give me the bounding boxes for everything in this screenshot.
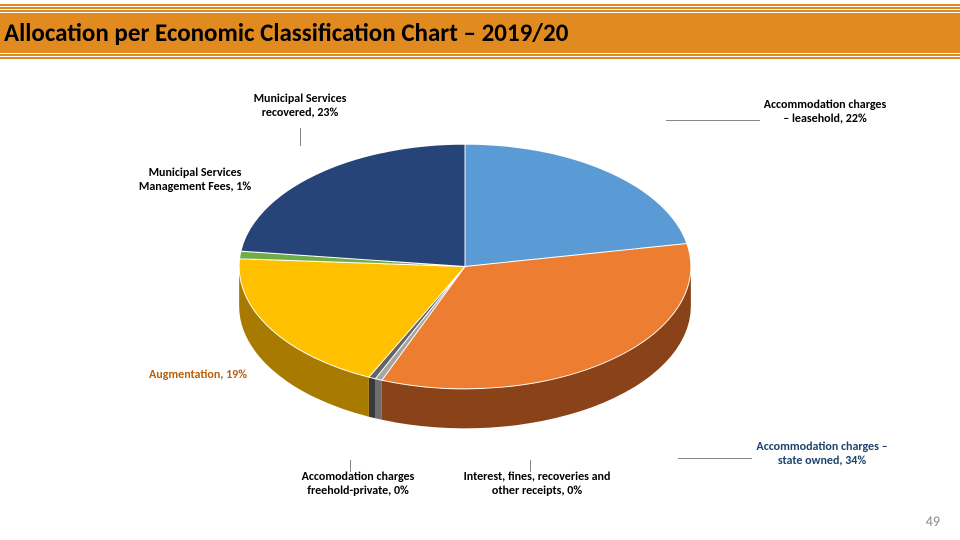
leader-line — [530, 460, 531, 472]
slide: Allocation per Economic Classification C… — [0, 0, 960, 540]
leader-line — [666, 120, 760, 121]
leader-line — [678, 458, 752, 459]
band-line — [0, 7, 960, 9]
chart-label-accomodation_freehold: Accomodation charges freehold-private, 0… — [288, 470, 428, 499]
band-line — [0, 54, 960, 56]
band-line — [0, 4, 960, 6]
chart-label-accommodation_stateowned: Accommodation charges – state owned, 34% — [752, 440, 892, 469]
pie-chart — [185, 130, 745, 450]
chart-label-augmentation: Augmentation, 19% — [128, 368, 268, 382]
chart-label-municipal_recovered: Municipal Services recovered, 23% — [230, 92, 370, 121]
chart-label-interest_fines: Interest, fines, recoveries and other re… — [462, 470, 612, 499]
chart-label-accommodation_leasehold: Accommodation charges – leasehold, 22% — [760, 98, 890, 127]
band-line — [0, 51, 960, 53]
title-block: Allocation per Economic Classification C… — [0, 13, 960, 51]
leader-line — [350, 460, 351, 472]
leader-line — [300, 128, 301, 146]
title-band: Allocation per Economic Classification C… — [0, 4, 960, 60]
page-number: 49 — [926, 513, 940, 530]
chart-label-mgmt_fees: Municipal Services Management Fees, 1% — [130, 166, 260, 195]
page-title: Allocation per Economic Classification C… — [4, 17, 568, 48]
band-line — [0, 10, 960, 12]
band-line — [0, 57, 960, 59]
pie-svg — [185, 130, 745, 450]
